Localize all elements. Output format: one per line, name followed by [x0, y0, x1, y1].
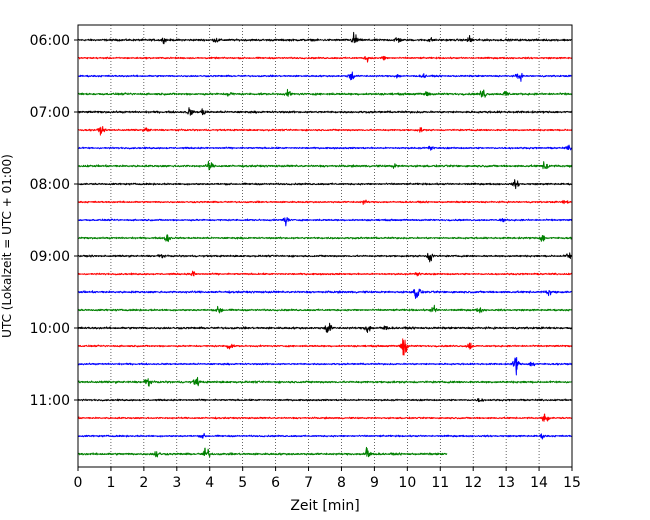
x-tick-label: 12 — [464, 475, 482, 491]
x-tick-label: 2 — [139, 475, 148, 491]
trace-1015 — [77, 338, 573, 356]
y-axis-label: UTC (Lokalzeit = UTC + 01:00) — [0, 154, 14, 338]
trace-0730 — [77, 144, 573, 151]
trace-0800 — [77, 179, 573, 190]
y-tick-label: 11:00 — [30, 393, 70, 409]
x-axis-ticks: 0 1 2 3 4 5 6 7 8 9 10 11 12 13 14 15 — [74, 467, 581, 491]
x-tick-label: 11 — [431, 475, 449, 491]
x-tick-label: 1 — [106, 475, 115, 491]
x-tick-label: 10 — [398, 475, 416, 491]
x-axis-label: Zeit [min] — [290, 498, 359, 514]
trace-1000 — [77, 322, 573, 333]
trace-0845 — [77, 234, 573, 243]
trace-0600 — [77, 31, 573, 45]
trace-0645 — [77, 88, 573, 98]
trace-1130 — [77, 432, 573, 440]
x-tick-label: 3 — [172, 475, 181, 491]
trace-1100 — [77, 398, 573, 403]
seismogram-traces — [77, 31, 573, 458]
trace-1045 — [77, 376, 573, 387]
x-tick-label: 4 — [205, 475, 214, 491]
y-tick-label: 10:00 — [30, 321, 70, 337]
x-tick-label: 15 — [563, 475, 581, 491]
x-tick-label: 9 — [370, 475, 379, 491]
trace-0745 — [77, 160, 573, 171]
x-tick-label: 8 — [337, 475, 346, 491]
trace-0615 — [77, 55, 573, 63]
trace-0945 — [77, 304, 573, 314]
trace-0700 — [77, 107, 573, 116]
y-tick-label: 06:00 — [30, 33, 70, 49]
x-tick-label: 6 — [271, 475, 280, 491]
trace-0930 — [77, 288, 573, 299]
x-tick-label: 5 — [238, 475, 247, 491]
y-tick-label: 09:00 — [30, 249, 70, 265]
x-tick-label: 14 — [530, 475, 548, 491]
trace-0915 — [77, 270, 573, 277]
x-tick-label: 7 — [304, 475, 313, 491]
y-tick-label: 08:00 — [30, 177, 70, 193]
trace-0715 — [77, 125, 573, 136]
trace-1030 — [77, 356, 573, 376]
y-tick-label: 07:00 — [30, 105, 70, 121]
trace-0830 — [77, 217, 573, 227]
trace-1115 — [77, 413, 573, 422]
plot-frame — [77, 24, 573, 468]
x-tick-label: 0 — [74, 475, 83, 491]
y-axis-ticks: 06:00 07:00 08:00 09:00 10:00 11:00 — [30, 33, 78, 409]
trace-0900 — [77, 252, 573, 263]
trace-0630 — [77, 71, 573, 82]
trace-1145 — [77, 446, 448, 458]
x-tick-label: 13 — [497, 475, 515, 491]
trace-0815 — [77, 199, 573, 205]
